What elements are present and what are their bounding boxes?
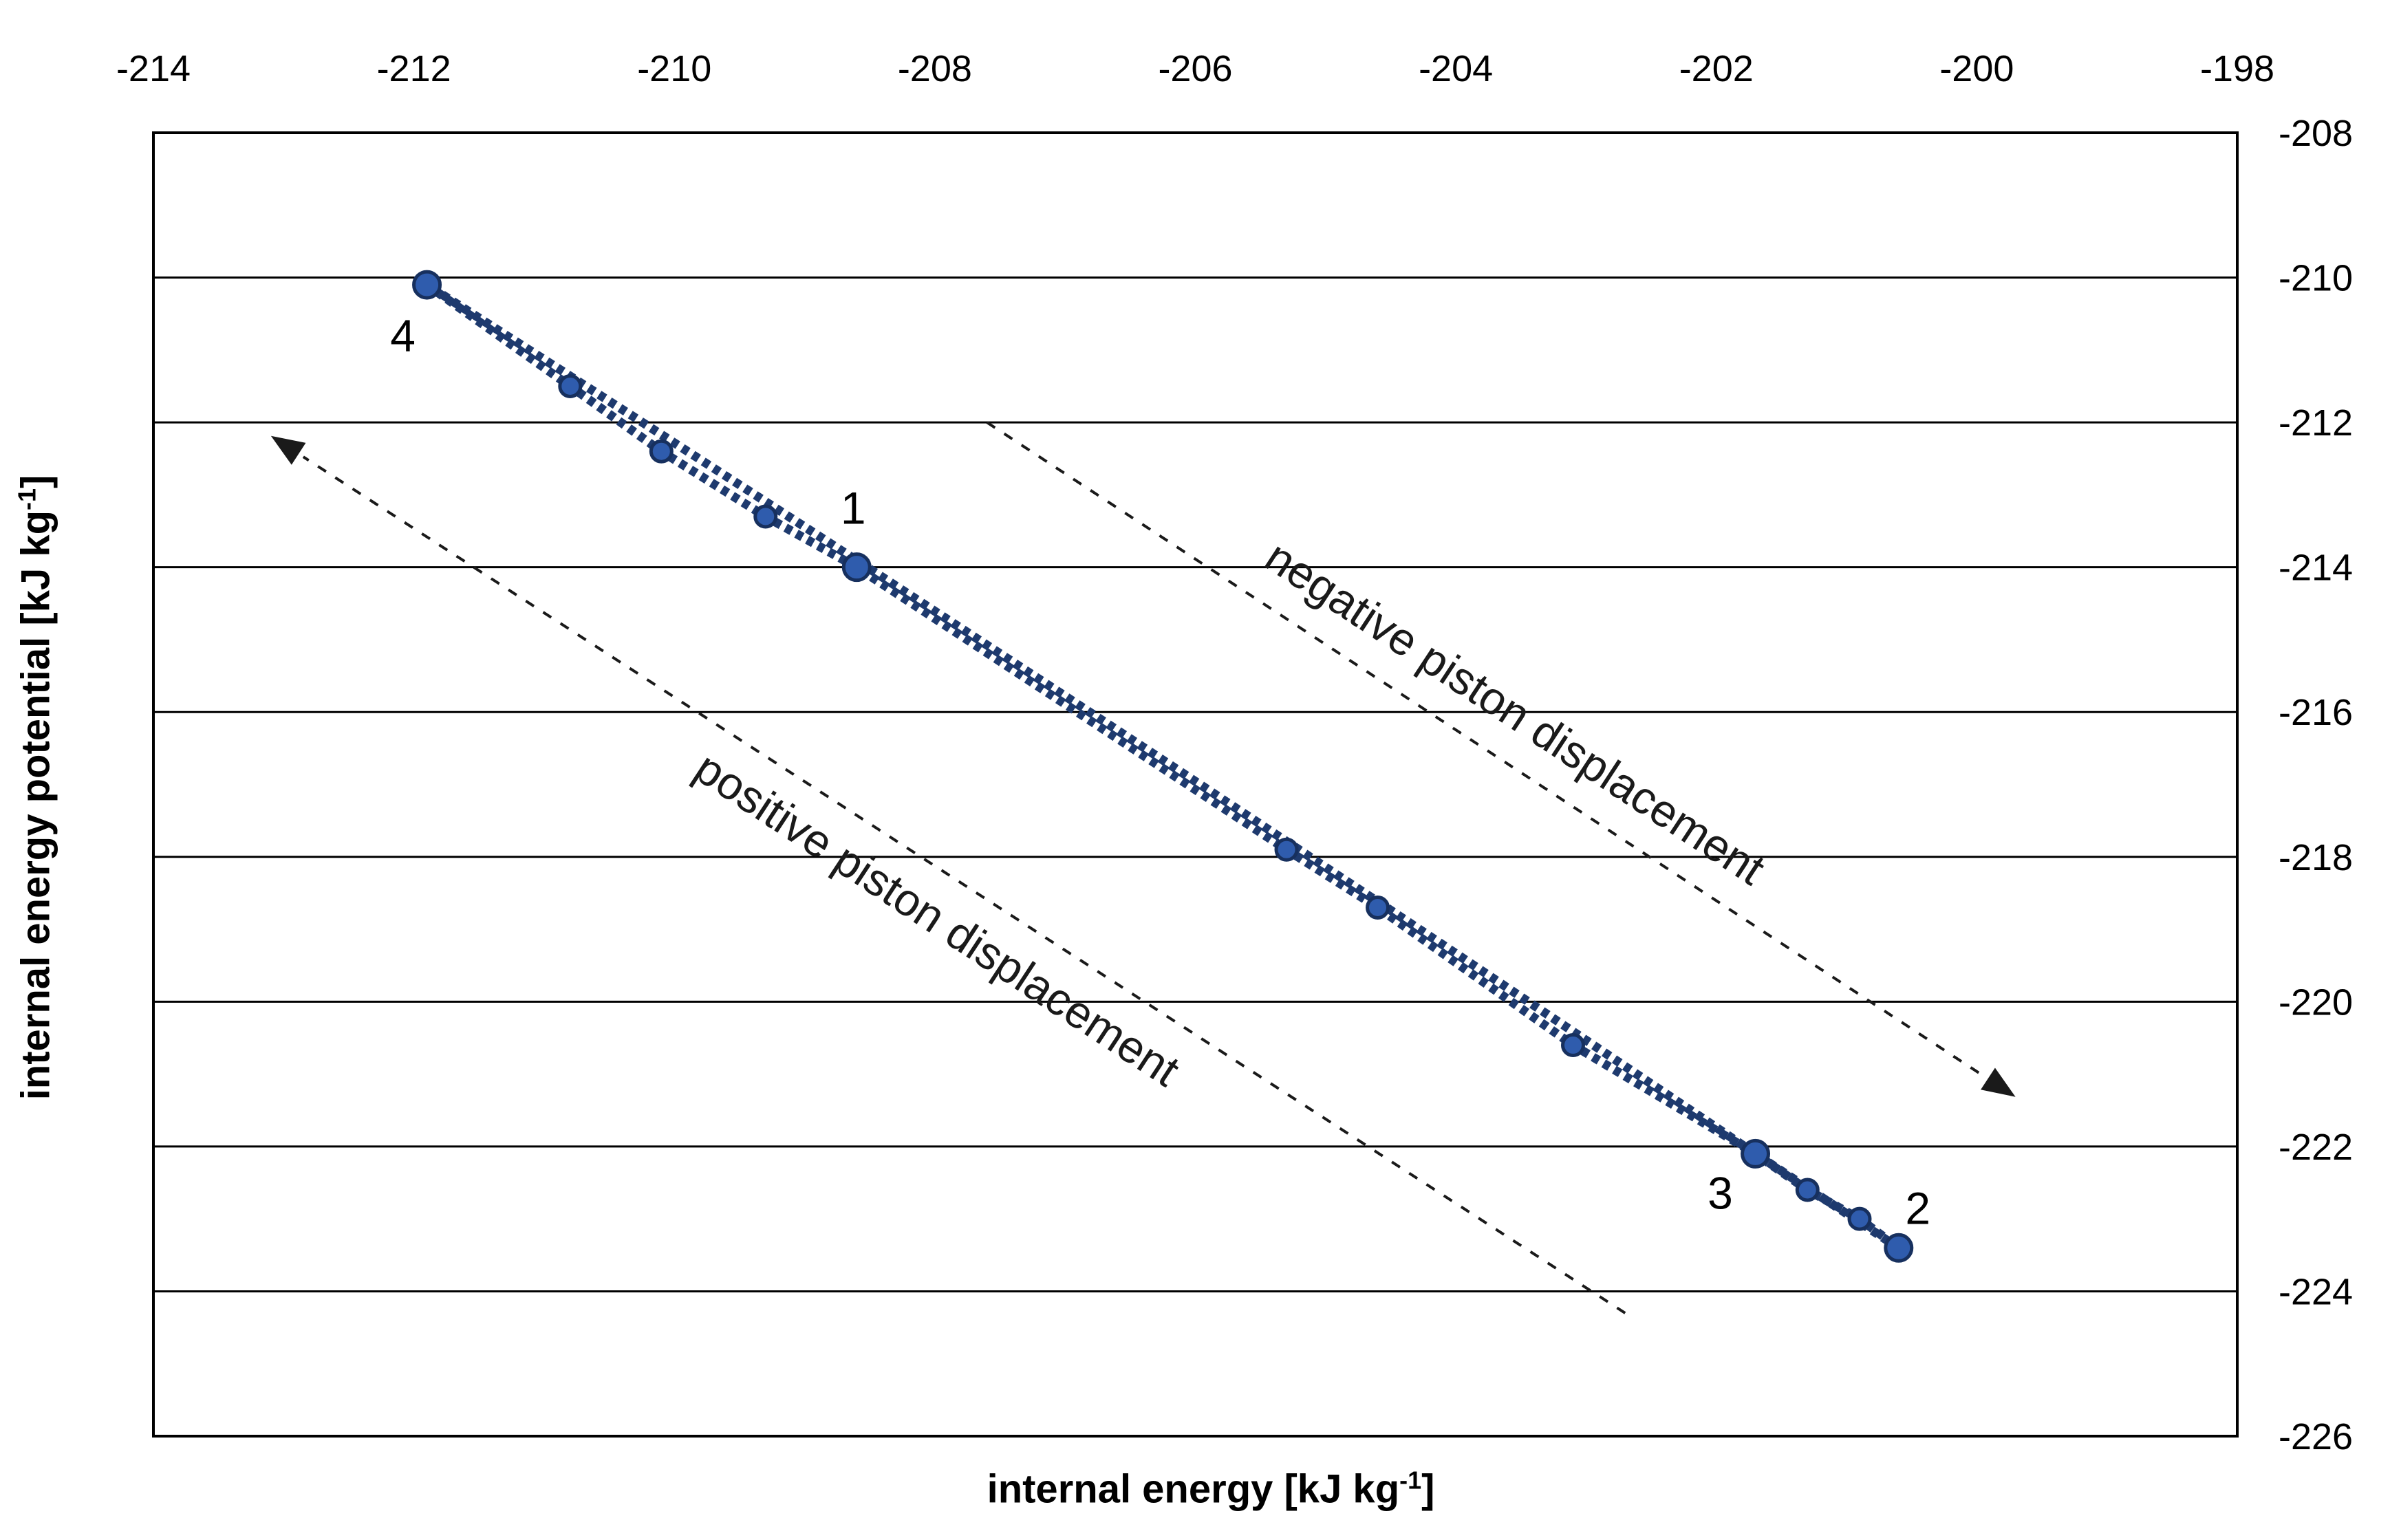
y-tick-label: -216 [2279, 692, 2353, 733]
x-axis-title-text: internal energy [kJ kg [987, 1466, 1400, 1512]
data-point-marker [649, 439, 674, 464]
y-axis-title: internal energy potential [kJ kg-1] [12, 475, 58, 1100]
positive-displacement-arrow-line [302, 455, 1626, 1314]
x-axis-title-superscript: -1 [1399, 1466, 1422, 1495]
state-label-3: 3 [1708, 1167, 1733, 1218]
x-tick-label: -198 [2200, 48, 2274, 89]
x-tick-label: -210 [637, 48, 711, 89]
data-point-marker [841, 552, 872, 583]
point-number-labels: 1 2 3 4 [390, 310, 1930, 1233]
y-tick-label: -208 [2279, 113, 2353, 154]
y-axis-tick-labels: -208 -210 -212 -214 -216 -218 -220 -222 -224 -226 [2279, 113, 2353, 1457]
x-axis-title-close: ] [1421, 1466, 1435, 1512]
y-tick-label: -210 [2279, 258, 2353, 299]
data-point-marker [1847, 1206, 1872, 1231]
state-label-4: 4 [390, 310, 416, 361]
positive-displacement-label: positive piston displacement [686, 741, 1189, 1096]
y-tick-label: -222 [2279, 1127, 2353, 1168]
x-tick-label: -200 [1939, 48, 2014, 89]
y-tick-label: -220 [2279, 982, 2353, 1023]
state-label-2: 2 [1905, 1182, 1930, 1233]
x-axis-tick-labels: -214 -212 -210 -208 -206 -204 -202 -200 -198 [116, 48, 2274, 89]
negative-displacement-arrowhead [1981, 1067, 2016, 1097]
x-tick-label: -204 [1419, 48, 1493, 89]
data-point-marker [558, 373, 583, 398]
plot-border [152, 131, 2239, 1438]
x-tick-label: -212 [377, 48, 451, 89]
state-label-1: 1 [841, 483, 866, 534]
x-tick-label: -208 [898, 48, 972, 89]
data-point-marker [1741, 1138, 1771, 1169]
y-axis-title-close: ] [13, 475, 58, 489]
data-series [412, 270, 1914, 1263]
y-tick-label: -218 [2279, 837, 2353, 878]
negative-displacement-arrow-line [986, 421, 1984, 1077]
data-point-marker [412, 270, 442, 300]
x-tick-label: -214 [116, 48, 191, 89]
series-line-return [424, 281, 1902, 1252]
data-point-marker [753, 504, 778, 529]
data-point-marker [1884, 1233, 1914, 1263]
x-tick-label: -206 [1158, 48, 1232, 89]
data-point-marker [1274, 837, 1299, 862]
data-point-marker [1561, 1033, 1586, 1057]
y-tick-label: -212 [2279, 402, 2353, 444]
positive-displacement-arrowhead [270, 435, 306, 465]
y-tick-label: -214 [2279, 547, 2353, 589]
x-tick-label: -202 [1679, 48, 1754, 89]
y-axis-title-superscript: -1 [12, 488, 41, 510]
x-axis-title: internal energy [kJ kg-1] [987, 1466, 1435, 1512]
data-point-marker [1795, 1178, 1820, 1202]
y-tick-label: -224 [2279, 1271, 2353, 1312]
y-tick-label: -226 [2279, 1416, 2353, 1457]
y-axis-title-text: internal energy potential [kJ kg [13, 510, 58, 1100]
data-point-marker [1366, 895, 1390, 920]
